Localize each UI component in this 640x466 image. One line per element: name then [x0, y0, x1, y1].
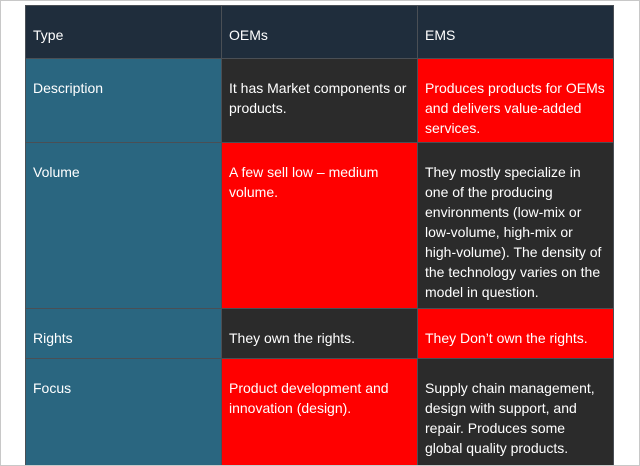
table-row: Description It has Market components or …: [25, 58, 614, 143]
cell: They mostly specialize in one of the pro…: [417, 142, 614, 309]
cell: Product development and innovation (desi…: [221, 358, 418, 465]
cell: Supply chain management, design with sup…: [417, 358, 614, 465]
cell: Produces products for OEMs and delivers …: [417, 58, 614, 143]
table-row: Focus Product development and innovation…: [25, 358, 614, 465]
header-row: Type OEMs EMS: [25, 5, 614, 59]
cell: A few sell low – medium volume.: [221, 142, 418, 309]
row-label: Description: [25, 58, 222, 143]
cell: They own the rights.: [221, 308, 418, 359]
header-cell: OEMs: [221, 5, 418, 59]
comparison-table: Type OEMs EMS Description It has Market …: [25, 5, 614, 465]
header-cell: Type: [25, 5, 222, 59]
table-row: Rights They own the rights. They Don’t o…: [25, 308, 614, 359]
row-label: Volume: [25, 142, 222, 309]
header-cell: EMS: [417, 5, 614, 59]
row-label: Rights: [25, 308, 222, 359]
cell: It has Market components or products.: [221, 58, 418, 143]
row-label: Focus: [25, 358, 222, 465]
cell: They Don’t own the rights.: [417, 308, 614, 359]
table-row: Volume A few sell low – medium volume. T…: [25, 142, 614, 309]
